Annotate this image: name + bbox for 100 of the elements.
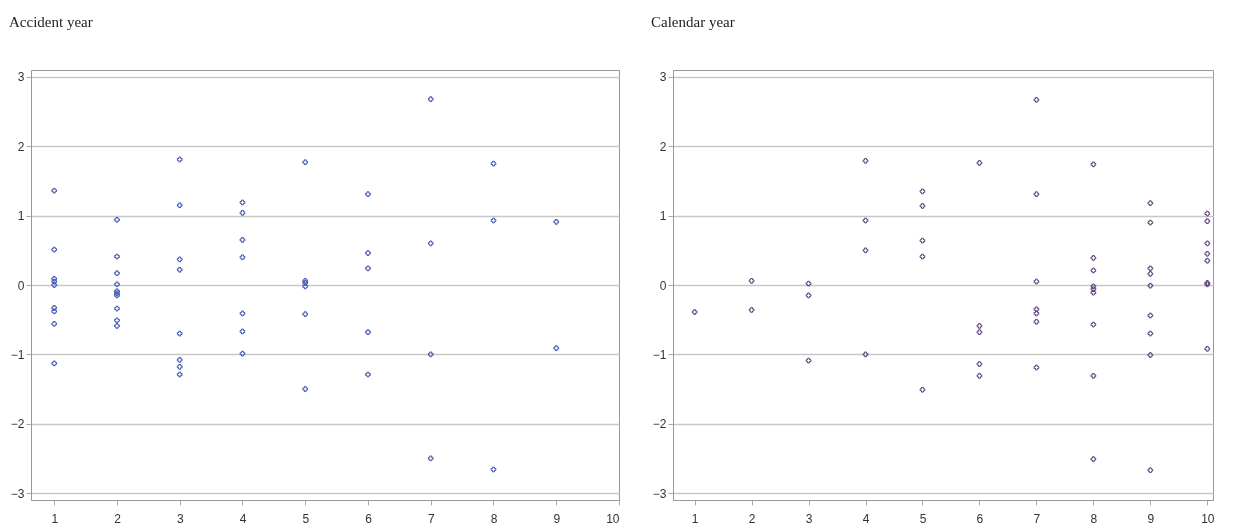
point xyxy=(239,254,246,261)
point xyxy=(1204,345,1211,352)
point xyxy=(51,360,58,367)
point xyxy=(1033,278,1040,285)
point xyxy=(862,158,869,164)
point xyxy=(1147,282,1154,289)
chart-title: Accident year xyxy=(9,14,93,30)
y-tick-label: −2 xyxy=(10,417,25,432)
point xyxy=(805,292,812,299)
point xyxy=(302,283,309,290)
point xyxy=(1147,219,1154,226)
point xyxy=(365,250,371,256)
point xyxy=(365,329,371,336)
point xyxy=(427,96,434,102)
y-tick-label: 3 xyxy=(17,70,25,85)
x-tick-label: 7 xyxy=(1033,511,1041,526)
point xyxy=(976,323,983,329)
point xyxy=(1033,306,1040,313)
point xyxy=(239,199,246,206)
y-tick-label: 1 xyxy=(17,209,25,224)
point xyxy=(365,265,371,272)
point xyxy=(1147,330,1154,337)
point xyxy=(1090,373,1097,379)
y-tick-label: 0 xyxy=(17,278,25,293)
point xyxy=(1090,456,1097,462)
point xyxy=(976,373,983,379)
x-tick-label: 4 xyxy=(239,511,247,526)
point xyxy=(427,351,434,358)
x-tick-label: 1 xyxy=(691,511,699,526)
point xyxy=(176,156,183,163)
y-tick-label: −3 xyxy=(10,486,25,501)
point xyxy=(114,317,120,324)
point xyxy=(114,270,120,277)
point xyxy=(1090,321,1097,328)
point xyxy=(176,363,183,370)
point xyxy=(1090,255,1097,261)
y-tick-label: 0 xyxy=(659,278,667,293)
point xyxy=(176,357,183,363)
point xyxy=(976,361,983,367)
point xyxy=(1204,240,1211,247)
point xyxy=(239,310,246,317)
point xyxy=(51,275,58,282)
point xyxy=(114,281,120,288)
point xyxy=(239,350,246,357)
y-tick-label: 2 xyxy=(659,139,667,154)
point xyxy=(862,217,869,224)
y-tick-label: 2 xyxy=(17,139,25,154)
point xyxy=(748,307,755,313)
point xyxy=(51,305,58,311)
point xyxy=(176,256,183,263)
point xyxy=(51,320,58,327)
point xyxy=(1204,218,1211,225)
point xyxy=(239,210,246,216)
x-tick-label: 2 xyxy=(748,511,756,526)
point xyxy=(1147,352,1154,358)
point xyxy=(176,330,183,337)
point xyxy=(114,253,120,260)
point xyxy=(1033,364,1040,371)
y-tick-label: −1 xyxy=(652,347,667,362)
point xyxy=(51,278,58,285)
y-tick-label: −1 xyxy=(10,347,25,362)
x-tick-label: 9 xyxy=(1147,511,1155,526)
point xyxy=(976,160,983,166)
point xyxy=(427,455,434,462)
x-tick-label: 3 xyxy=(805,511,813,526)
point xyxy=(862,247,869,254)
point xyxy=(490,217,497,224)
point xyxy=(805,357,812,364)
point xyxy=(976,329,983,336)
point xyxy=(51,187,58,194)
point xyxy=(239,237,246,243)
point xyxy=(1147,312,1154,319)
x-tick-label: 4 xyxy=(862,511,870,526)
point xyxy=(1147,200,1154,207)
point xyxy=(176,266,183,273)
point xyxy=(919,188,926,195)
point xyxy=(1090,267,1097,274)
point xyxy=(302,159,309,166)
point xyxy=(114,305,120,312)
x-tick-label: 1 xyxy=(51,511,59,526)
point xyxy=(51,308,58,315)
x-tick-label: 6 xyxy=(976,511,984,526)
point xyxy=(365,191,371,197)
point xyxy=(176,202,183,209)
x-tick-label: 2 xyxy=(114,511,122,526)
point xyxy=(919,237,926,244)
chart-title: Calendar year xyxy=(651,14,735,30)
point xyxy=(553,345,560,351)
point xyxy=(1204,250,1211,257)
point xyxy=(1147,271,1154,277)
point xyxy=(51,282,58,288)
point xyxy=(1204,210,1211,217)
y-tick-label: 3 xyxy=(659,70,667,85)
point xyxy=(1090,286,1097,293)
point xyxy=(302,311,309,317)
x-tick-label: 3 xyxy=(176,511,184,526)
point xyxy=(748,277,755,284)
point xyxy=(114,216,120,223)
point xyxy=(805,280,812,287)
y-tick-label: 1 xyxy=(659,209,667,224)
